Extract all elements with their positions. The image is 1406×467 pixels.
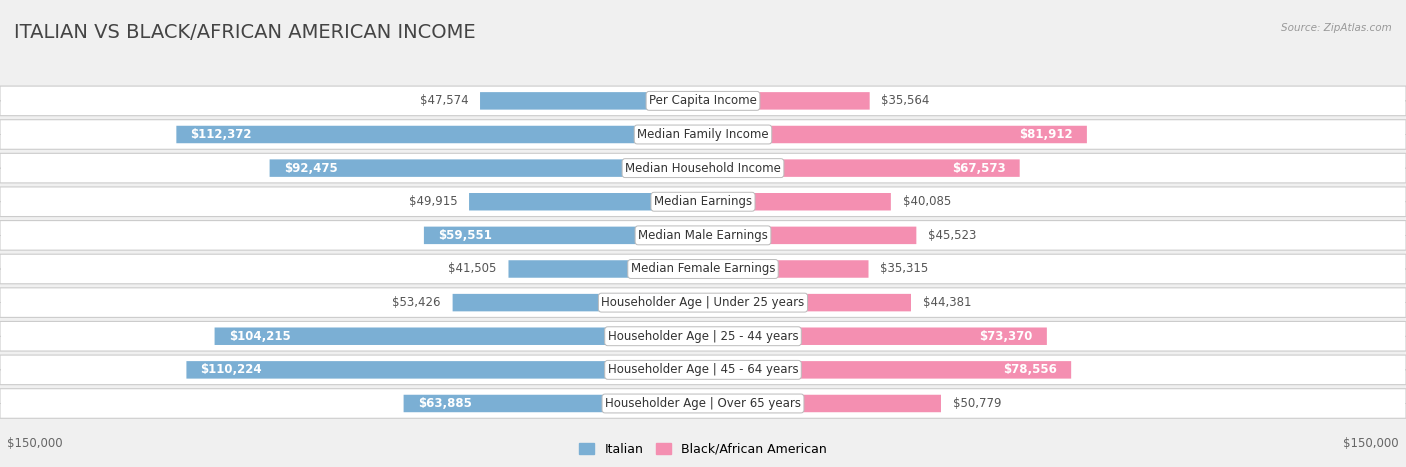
FancyBboxPatch shape	[703, 395, 941, 412]
Text: Householder Age | 25 - 44 years: Householder Age | 25 - 44 years	[607, 330, 799, 343]
Text: $81,912: $81,912	[1019, 128, 1073, 141]
FancyBboxPatch shape	[470, 193, 703, 211]
Text: Median Male Earnings: Median Male Earnings	[638, 229, 768, 242]
FancyBboxPatch shape	[703, 260, 869, 278]
FancyBboxPatch shape	[187, 361, 703, 379]
Text: $47,574: $47,574	[420, 94, 468, 107]
Text: $78,556: $78,556	[1004, 363, 1057, 376]
FancyBboxPatch shape	[703, 159, 1019, 177]
FancyBboxPatch shape	[0, 153, 1406, 183]
Text: $44,381: $44,381	[922, 296, 972, 309]
FancyBboxPatch shape	[404, 395, 703, 412]
FancyBboxPatch shape	[0, 389, 1406, 418]
Text: Householder Age | Under 25 years: Householder Age | Under 25 years	[602, 296, 804, 309]
Text: $59,551: $59,551	[437, 229, 492, 242]
FancyBboxPatch shape	[0, 120, 1406, 149]
Text: $92,475: $92,475	[284, 162, 337, 175]
Text: Source: ZipAtlas.com: Source: ZipAtlas.com	[1281, 23, 1392, 33]
Text: $40,085: $40,085	[903, 195, 950, 208]
FancyBboxPatch shape	[0, 86, 1406, 116]
Text: $35,564: $35,564	[882, 94, 929, 107]
FancyBboxPatch shape	[0, 187, 1406, 217]
Text: Householder Age | Over 65 years: Householder Age | Over 65 years	[605, 397, 801, 410]
Text: $53,426: $53,426	[392, 296, 441, 309]
FancyBboxPatch shape	[423, 226, 703, 244]
FancyBboxPatch shape	[0, 355, 1406, 385]
FancyBboxPatch shape	[0, 254, 1406, 284]
Text: $112,372: $112,372	[190, 128, 252, 141]
FancyBboxPatch shape	[215, 327, 703, 345]
FancyBboxPatch shape	[176, 126, 703, 143]
Text: $104,215: $104,215	[229, 330, 291, 343]
Text: Median Female Earnings: Median Female Earnings	[631, 262, 775, 276]
FancyBboxPatch shape	[703, 294, 911, 311]
Text: Per Capita Income: Per Capita Income	[650, 94, 756, 107]
FancyBboxPatch shape	[703, 92, 870, 110]
FancyBboxPatch shape	[270, 159, 703, 177]
Text: $41,505: $41,505	[449, 262, 496, 276]
Text: $49,915: $49,915	[409, 195, 457, 208]
Text: $150,000: $150,000	[7, 437, 63, 450]
FancyBboxPatch shape	[509, 260, 703, 278]
FancyBboxPatch shape	[703, 226, 917, 244]
Text: $67,573: $67,573	[952, 162, 1005, 175]
Text: ITALIAN VS BLACK/AFRICAN AMERICAN INCOME: ITALIAN VS BLACK/AFRICAN AMERICAN INCOME	[14, 23, 475, 42]
Text: $35,315: $35,315	[880, 262, 928, 276]
FancyBboxPatch shape	[703, 361, 1071, 379]
Legend: Italian, Black/African American: Italian, Black/African American	[575, 438, 831, 461]
FancyBboxPatch shape	[703, 126, 1087, 143]
Text: $63,885: $63,885	[418, 397, 471, 410]
FancyBboxPatch shape	[703, 327, 1047, 345]
Text: $50,779: $50,779	[953, 397, 1001, 410]
FancyBboxPatch shape	[703, 193, 891, 211]
Text: $45,523: $45,523	[928, 229, 976, 242]
FancyBboxPatch shape	[0, 288, 1406, 318]
Text: Median Earnings: Median Earnings	[654, 195, 752, 208]
Text: $73,370: $73,370	[980, 330, 1033, 343]
Text: Householder Age | 45 - 64 years: Householder Age | 45 - 64 years	[607, 363, 799, 376]
Text: $150,000: $150,000	[1343, 437, 1399, 450]
FancyBboxPatch shape	[0, 321, 1406, 351]
FancyBboxPatch shape	[479, 92, 703, 110]
Text: Median Household Income: Median Household Income	[626, 162, 780, 175]
FancyBboxPatch shape	[0, 220, 1406, 250]
Text: Median Family Income: Median Family Income	[637, 128, 769, 141]
FancyBboxPatch shape	[453, 294, 703, 311]
Text: $110,224: $110,224	[201, 363, 262, 376]
